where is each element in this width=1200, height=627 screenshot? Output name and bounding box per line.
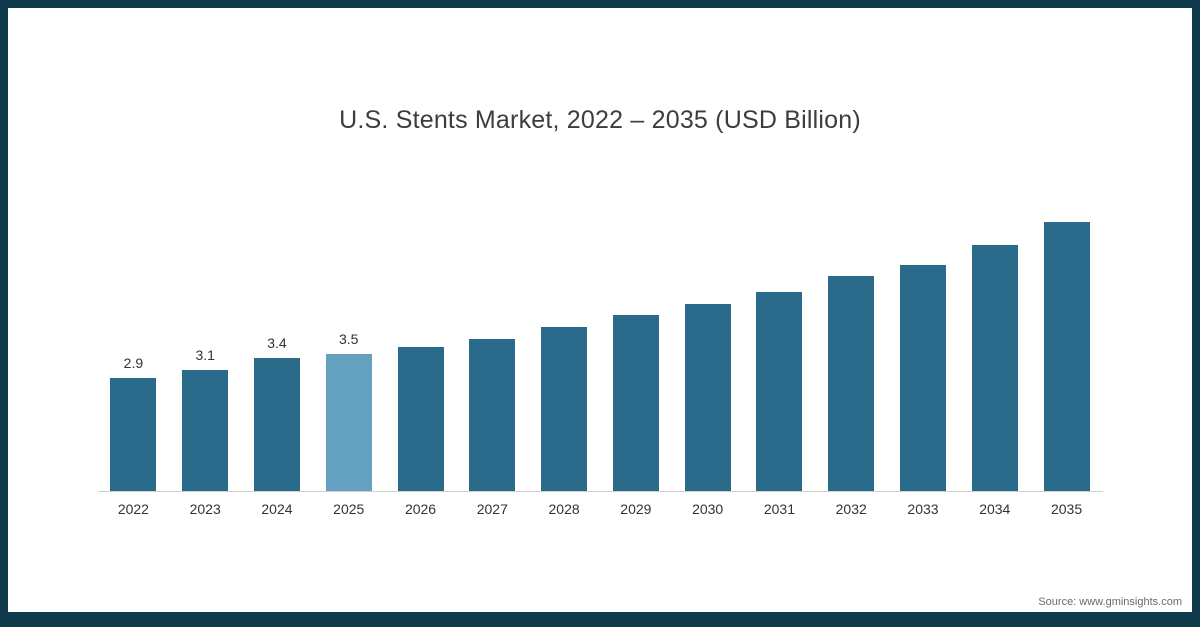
- x-axis-label: 2032: [835, 501, 867, 517]
- bar: [253, 358, 300, 491]
- bar: [110, 378, 157, 491]
- bar: [325, 354, 372, 491]
- bar-value-label: 3.5: [339, 331, 359, 347]
- bar: [397, 347, 444, 491]
- x-axis-label: 2022: [117, 501, 149, 517]
- chart-title: U.S. Stents Market, 2022 – 2035 (USD Bil…: [339, 106, 861, 134]
- x-axis-label: 2031: [763, 501, 795, 517]
- x-axis-label: 2026: [404, 501, 437, 517]
- bar: [469, 339, 516, 491]
- bar-column: [456, 339, 528, 491]
- bar-value-label: 3.1: [195, 347, 215, 363]
- bar-column: 2.9: [98, 355, 170, 491]
- x-axis-label: 2025: [333, 501, 365, 517]
- bar: [756, 292, 803, 491]
- x-axis-label: 2024: [261, 501, 293, 517]
- bar-chart: 2.9 3.1 3.4 3.5 2022 2023 2024 2025 2026 2027 202…: [97, 180, 1103, 517]
- plot-area: 2.9 3.1 3.4 3.5: [97, 180, 1103, 492]
- bar: [541, 327, 588, 491]
- x-axis-label: 2023: [189, 501, 221, 517]
- bar-column: 3.1: [169, 347, 241, 491]
- bar: [612, 315, 659, 491]
- bar-column: 3.5: [313, 331, 385, 491]
- bar-value-label: 3.4: [267, 335, 287, 351]
- source-text: Source: www.gminsights.com: [1038, 596, 1182, 608]
- x-axis-label: 2035: [1050, 501, 1083, 517]
- bar-column: [600, 315, 672, 491]
- bar: [971, 245, 1018, 491]
- bar: [182, 370, 229, 491]
- bar-column: [528, 327, 600, 491]
- x-axis-label: 2027: [476, 501, 508, 517]
- bar: [684, 304, 731, 491]
- bar: [1043, 222, 1090, 491]
- x-axis-label: 2028: [548, 501, 580, 517]
- bar-column: [959, 245, 1031, 491]
- bar-column: [744, 292, 816, 491]
- x-axis-labels: 2022 2023 2024 2025 2026 2027 2028 2029 2030 2031…: [98, 492, 1103, 517]
- bar-column: [385, 347, 457, 491]
- x-axis-label: 2029: [620, 501, 652, 517]
- bar-column: [887, 265, 959, 491]
- bar-column: [815, 276, 887, 491]
- x-axis-label: 2030: [692, 501, 724, 517]
- bar-value-label: 2.9: [123, 355, 144, 371]
- bar: [899, 265, 946, 491]
- bar: [828, 276, 875, 491]
- x-axis-label: 2033: [907, 501, 939, 517]
- bar-column: [672, 304, 744, 491]
- x-axis-label: 2034: [979, 501, 1011, 517]
- bar-column: 3.4: [241, 335, 313, 491]
- bar-column: [1031, 222, 1103, 491]
